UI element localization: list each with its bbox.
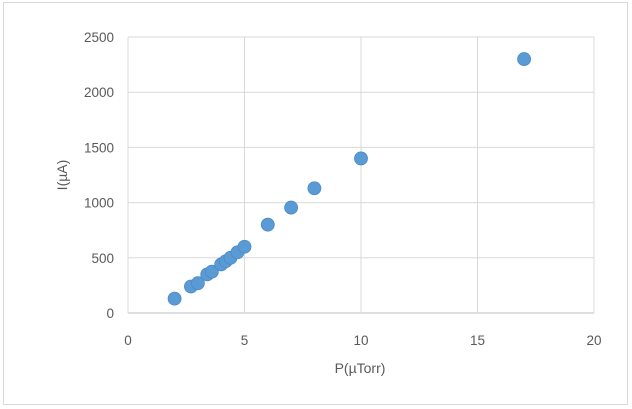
x-tick-label: 5: [241, 333, 249, 348]
data-point: [237, 239, 252, 254]
y-tick-labels: 0 500 1000 1500 2000 2500: [84, 30, 114, 321]
chart-frame: [3, 2, 628, 405]
x-tick-label: 15: [470, 333, 485, 348]
y-tick-label: 2500: [84, 30, 114, 45]
data-point: [284, 200, 299, 215]
y-axis-title: I(µA): [54, 160, 70, 191]
data-point: [260, 217, 275, 232]
y-tick-label: 2000: [84, 85, 114, 100]
data-point: [190, 276, 205, 291]
gridlines: [127, 36, 595, 314]
data-point: [354, 151, 368, 166]
data-point: [204, 264, 219, 279]
x-axis-title: P(µTorr): [335, 360, 386, 376]
data-points: [167, 52, 531, 306]
y-tick-label: 0: [106, 306, 114, 321]
x-tick-label: 20: [586, 333, 601, 348]
data-point: [517, 52, 531, 66]
data-point: [307, 181, 322, 196]
x-tick-label: 0: [124, 333, 132, 348]
y-tick-label: 1000: [84, 196, 114, 211]
y-tick-label: 500: [91, 251, 114, 266]
data-point: [167, 291, 182, 306]
y-tick-label: 1500: [84, 140, 114, 155]
x-tick-label: 10: [353, 333, 368, 348]
x-tick-labels: 0 5 10 15 20: [124, 333, 601, 348]
